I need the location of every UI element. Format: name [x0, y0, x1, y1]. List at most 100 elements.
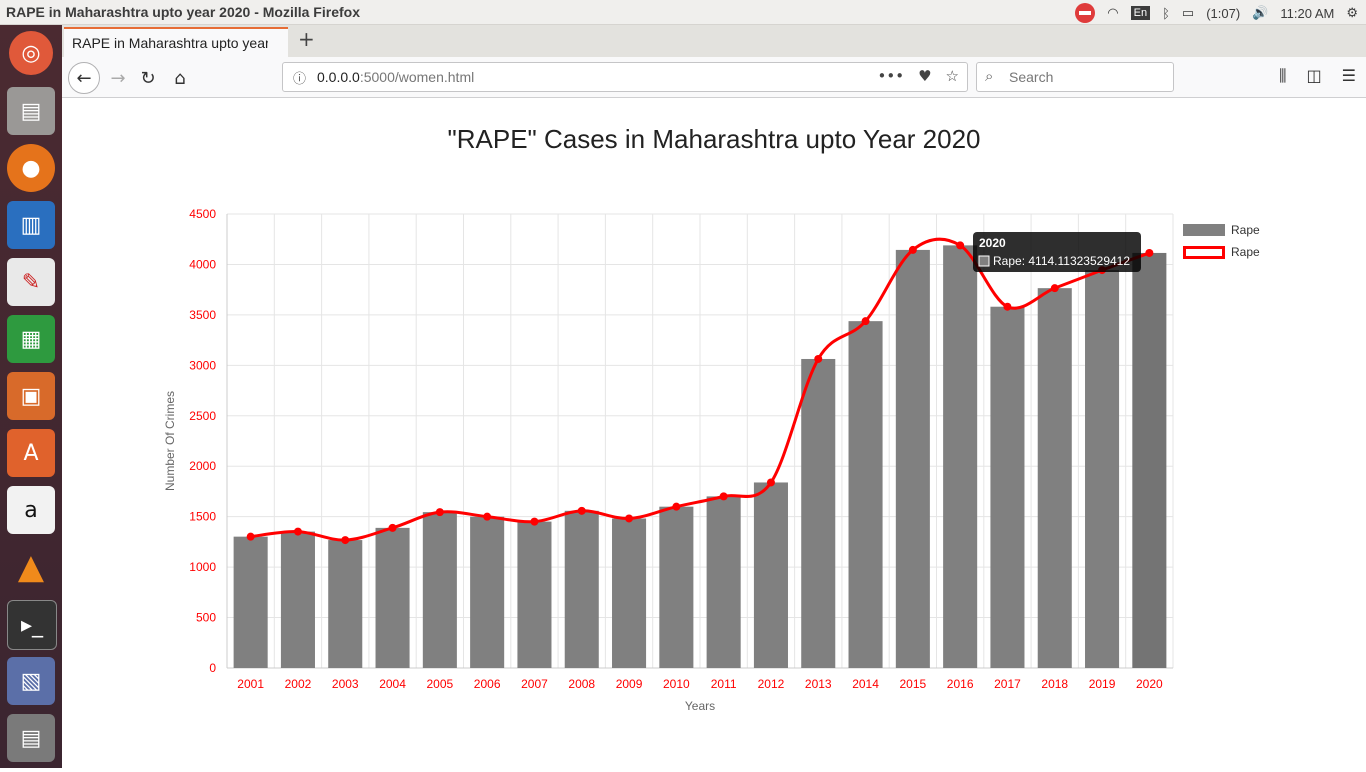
document-viewer-icon[interactable]: ✎	[7, 258, 55, 306]
url-host: 0.0.0.0	[317, 69, 360, 85]
y-tick-label: 500	[196, 611, 216, 625]
bar	[1037, 288, 1072, 668]
bar	[564, 510, 599, 668]
settings-gear-icon[interactable]: ⚙	[1346, 5, 1358, 20]
bar	[659, 506, 694, 668]
x-tick-label: 2001	[237, 677, 264, 691]
firefox-icon[interactable]: ●	[7, 144, 55, 192]
workspace-switcher-icon[interactable]: ▧	[7, 657, 55, 705]
x-tick-label: 2020	[1136, 677, 1163, 691]
amazon-icon[interactable]: a	[7, 486, 55, 534]
software-center-icon[interactable]: A	[7, 429, 55, 477]
line-point	[1145, 248, 1154, 257]
bar	[990, 306, 1025, 668]
bar	[801, 358, 836, 668]
line-point	[672, 502, 681, 511]
line-point	[577, 506, 586, 515]
bar	[706, 496, 741, 668]
y-tick-label: 2500	[189, 409, 216, 423]
new-tab-button[interactable]: +	[298, 27, 315, 51]
calc-icon[interactable]: ▦	[7, 315, 55, 363]
rape-cases-chart: "RAPE" Cases in Maharashtra upto Year 20…	[163, 124, 1260, 713]
url-actions: ••• ♥ ☆	[878, 67, 959, 85]
line-point	[483, 512, 492, 521]
keyboard-language-indicator[interactable]: En	[1130, 6, 1151, 20]
x-tick-label: 2005	[426, 677, 453, 691]
line-point	[293, 527, 302, 536]
legend-swatch-bar	[1183, 224, 1225, 236]
terminal-icon[interactable]: ▸_	[7, 600, 57, 650]
tab-active[interactable]: RAPE in Maharashtra upto year 2020	[64, 27, 288, 57]
line-point	[956, 241, 965, 250]
y-tick-label: 3500	[189, 308, 216, 322]
library-icon[interactable]: ⫼	[1279, 66, 1287, 85]
x-tick-label: 2014	[852, 677, 879, 691]
line-point	[625, 514, 634, 523]
url-bar[interactable]: ⓘ 0.0.0.0:5000/women.html ••• ♥ ☆	[282, 62, 968, 92]
y-tick-label: 1500	[189, 510, 216, 524]
reload-button[interactable]: ↻	[140, 67, 156, 89]
legend-label-line: Rape	[1231, 245, 1260, 259]
bar	[612, 518, 647, 668]
tab-strip: RAPE in Maharashtra upto year 2020 +	[62, 25, 1366, 57]
chart-title: "RAPE" Cases in Maharashtra upto Year 20…	[448, 124, 981, 154]
pocket-icon[interactable]: ♥	[918, 67, 932, 85]
bookmark-star-icon[interactable]: ☆	[945, 67, 959, 85]
sidebar-icon[interactable]: ◫	[1306, 66, 1322, 85]
y-axis-label: Number Of Crimes	[163, 391, 177, 491]
navigation-toolbar: ← → ↻ ⌂ ⓘ 0.0.0.0:5000/women.html ••• ♥ …	[62, 57, 1366, 98]
line-point	[766, 478, 775, 487]
wifi-icon[interactable]: ◠	[1107, 5, 1119, 20]
y-tick-label: 4000	[189, 257, 216, 271]
url-text[interactable]: 0.0.0.0:5000/women.html	[317, 69, 474, 85]
legend-swatch-line	[1183, 246, 1225, 259]
menu-icon[interactable]: ☰	[1341, 66, 1356, 85]
forward-button[interactable]: →	[110, 67, 126, 89]
bar	[1085, 270, 1120, 668]
bar	[233, 536, 268, 668]
x-tick-label: 2016	[947, 677, 974, 691]
volume-icon[interactable]: 🔊	[1252, 5, 1269, 20]
tab-title: RAPE in Maharashtra upto year 2020	[72, 35, 268, 51]
x-tick-label: 2009	[616, 677, 643, 691]
y-tick-label: 4500	[189, 207, 216, 221]
line-point	[388, 523, 397, 532]
battery-icon[interactable]: ▭	[1181, 5, 1195, 20]
x-tick-label: 2012	[758, 677, 785, 691]
ubuntu-dash-icon[interactable]: ◎	[9, 31, 53, 75]
page-actions-icon[interactable]: •••	[877, 67, 905, 85]
home-button[interactable]: ⌂	[174, 67, 186, 89]
clock[interactable]: 11:20 AM	[1280, 5, 1335, 21]
line-point	[1003, 302, 1012, 311]
bluetooth-icon[interactable]: ᛒ	[1162, 5, 1170, 21]
trash-icon[interactable]: ▤	[7, 714, 55, 762]
y-tick-label: 0	[209, 661, 216, 675]
x-tick-label: 2017	[994, 677, 1021, 691]
bar	[753, 482, 788, 668]
search-input[interactable]: ⌕ Search	[976, 62, 1174, 92]
network-disabled-icon[interactable]	[1075, 3, 1096, 23]
line-point	[908, 245, 917, 254]
unity-launcher: ◎ ▤ ● ▥ ✎ ▦ ▣ A a ▲ ▸_ ▧ ▤	[0, 25, 62, 768]
x-axis-label: Years	[685, 699, 715, 713]
x-tick-label: 2003	[332, 677, 359, 691]
impress-icon[interactable]: ▣	[7, 372, 55, 420]
site-info-icon[interactable]: ⓘ	[293, 72, 307, 87]
tooltip-title: 2020	[979, 236, 1006, 250]
files-icon[interactable]: ▤	[7, 87, 55, 135]
writer-icon[interactable]: ▥	[7, 201, 55, 249]
vlc-icon[interactable]: ▲	[17, 547, 45, 587]
x-tick-label: 2015	[899, 677, 926, 691]
search-placeholder: Search	[1009, 69, 1054, 85]
line-point	[814, 354, 823, 363]
bar	[280, 531, 315, 668]
bar	[1132, 252, 1167, 668]
toolbar-right: ⫼ ◫ ☰	[1279, 66, 1356, 86]
battery-status: (1:07)	[1206, 5, 1241, 21]
tooltip-label: Rape: 4114.11323529412	[993, 254, 1130, 268]
x-tick-label: 2019	[1089, 677, 1116, 691]
line-point	[719, 492, 728, 501]
bar	[517, 521, 552, 668]
back-button[interactable]: ←	[68, 62, 100, 94]
page-content: "RAPE" Cases in Maharashtra upto Year 20…	[62, 98, 1366, 768]
